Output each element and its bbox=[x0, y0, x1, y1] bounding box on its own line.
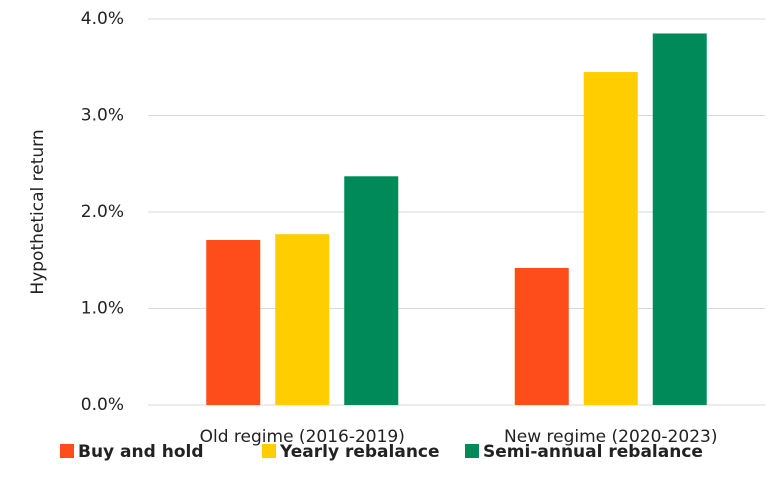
y-tick-label: 2.0% bbox=[81, 202, 124, 222]
y-tick-label: 4.0% bbox=[81, 9, 124, 29]
y-axis-label: Hypothetical return bbox=[28, 129, 48, 294]
y-tick-label: 3.0% bbox=[81, 106, 124, 126]
bar bbox=[344, 176, 399, 405]
legend-swatch bbox=[262, 444, 276, 458]
y-tick-label: 1.0% bbox=[81, 299, 124, 319]
legend-swatch bbox=[60, 444, 74, 458]
bar bbox=[514, 267, 569, 405]
x-tick-label: Old regime (2016-2019) bbox=[200, 427, 405, 447]
bar bbox=[275, 234, 330, 405]
legend-text: Yearly rebalance bbox=[279, 442, 440, 462]
legend-text: Buy and hold bbox=[78, 442, 204, 462]
y-tick-label: 0.0% bbox=[81, 395, 124, 415]
x-tick-label: New regime (2020-2023) bbox=[504, 427, 717, 447]
bar bbox=[652, 33, 707, 405]
legend-text: Semi-annual rebalance bbox=[483, 442, 703, 462]
legend-swatch bbox=[465, 444, 479, 458]
bar bbox=[206, 239, 261, 405]
bar bbox=[583, 72, 638, 405]
